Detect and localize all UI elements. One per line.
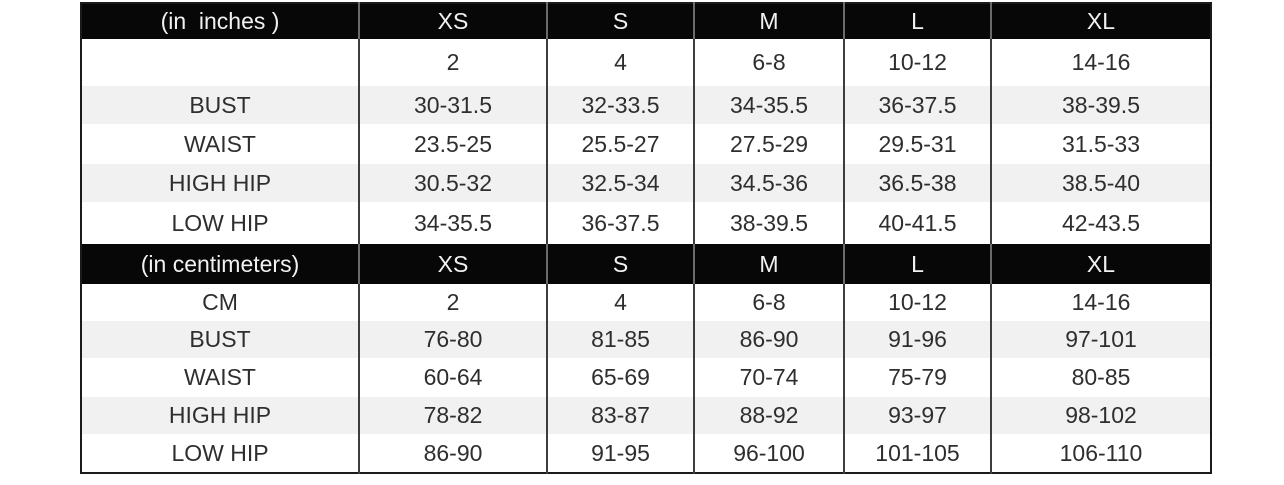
table-cell: 38-39.5 [990,86,1211,124]
size-header-l: L [843,3,991,39]
row-label [81,39,359,86]
size-header-m-cm: M [693,244,844,284]
table-cell: 78-82 [358,397,547,434]
table-cell: 36.5-38 [843,164,991,202]
row-label: WAIST [184,364,256,390]
table-cell: 42-43.5 [990,202,1211,244]
table-cell: 23.5-25 [358,124,547,164]
table-cell: 27.5-29 [693,124,844,164]
table-cell: 97-101 [990,321,1211,358]
table-cell: 36-37.5 [843,86,991,124]
table-row-bust-inches: BUST 30-31.5 32-33.5 34-35.5 36-37.5 38-… [81,86,1211,124]
row-label: LOW HIP [171,209,269,236]
table-cell: 80-85 [990,358,1211,397]
table-cell: 96-100 [693,434,844,473]
table-cell: 101-105 [843,434,991,473]
table-cell: 6-8 [693,284,844,321]
table-cell: 6-8 [693,39,844,86]
size-header-xl-cm: XL [990,244,1211,284]
table-cell: 81-85 [546,321,694,358]
table-cell: 14-16 [990,39,1211,86]
table-cell: 106-110 [990,434,1211,473]
row-label: HIGH HIP [81,164,359,202]
size-header-s-cm: S [546,244,694,284]
table-cell: 32-33.5 [546,86,694,124]
row-label: LOW HIP [171,439,269,466]
table-cell: 34-35.5 [358,202,547,244]
size-chart-container: (in inches ) XS S M L XL 2 4 6-8 10-12 1… [80,2,1212,474]
table-cell: 60-64 [358,358,547,397]
size-chart-table: (in inches ) XS S M L XL 2 4 6-8 10-12 1… [80,2,1212,474]
size-header-s: S [546,3,694,39]
table-cell: 32.5-34 [546,164,694,202]
size-header-xs: XS [358,3,547,39]
table-row-us-sizes-inches: 2 4 6-8 10-12 14-16 [81,39,1211,86]
table-cell: 86-90 [693,321,844,358]
table-row-high-hip-cm: HIGH HIP 78-82 83-87 88-92 93-97 98-102 [81,397,1211,434]
table-cell: 98-102 [990,397,1211,434]
table-cell: 86-90 [358,434,547,473]
table-cell: 2 [358,284,547,321]
table-cell: 25.5-27 [546,124,694,164]
table-cell: 4 [546,39,694,86]
size-header-xl: XL [990,3,1211,39]
table-cell: 88-92 [693,397,844,434]
table-cell: 14-16 [990,284,1211,321]
table-cell: 30-31.5 [358,86,547,124]
table-cell: 2 [358,39,547,86]
table-row-us-sizes-cm: CM 2 4 6-8 10-12 14-16 [81,284,1211,321]
table-row-high-hip-inches: HIGH HIP 30.5-32 32.5-34 34.5-36 36.5-38… [81,164,1211,202]
table-cell: 38-39.5 [693,202,844,244]
table-row-waist-inches: WAIST 23.5-25 25.5-27 27.5-29 29.5-31 31… [81,124,1211,164]
table-cell: 75-79 [843,358,991,397]
table-row-low-hip-cm: LOW HIP 86-90 91-95 96-100 101-105 106-1… [81,434,1211,473]
row-label: HIGH HIP [81,397,359,434]
size-header-l-cm: L [843,244,991,284]
unit-label-centimeters: (in centimeters) [81,244,359,284]
table-row-waist-cm: WAIST 60-64 65-69 70-74 75-79 80-85 [81,358,1211,397]
table-cell: 38.5-40 [990,164,1211,202]
table-cell: 4 [546,284,694,321]
centimeters-header-row: (in centimeters) XS S M L XL [81,244,1211,284]
table-cell: 36-37.5 [546,202,694,244]
table-cell: 30.5-32 [358,164,547,202]
table-cell: 93-97 [843,397,991,434]
size-header-m: M [693,3,844,39]
table-cell: 10-12 [843,284,991,321]
inches-header-row: (in inches ) XS S M L XL [81,3,1211,39]
table-cell: 91-96 [843,321,991,358]
table-cell: 65-69 [546,358,694,397]
table-cell: 91-95 [546,434,694,473]
table-cell: 10-12 [843,39,991,86]
row-label: WAIST [184,130,256,157]
table-cell: 34-35.5 [693,86,844,124]
table-cell: 40-41.5 [843,202,991,244]
unit-label-inches: (in inches ) [81,3,359,39]
table-cell: 83-87 [546,397,694,434]
size-header-xs-cm: XS [358,244,547,284]
table-cell: 31.5-33 [990,124,1211,164]
table-cell: 76-80 [358,321,547,358]
row-label: CM [202,289,238,315]
table-row-low-hip-inches: LOW HIP 34-35.5 36-37.5 38-39.5 40-41.5 … [81,202,1211,244]
row-label: BUST [81,321,359,358]
row-label: BUST [81,86,359,124]
table-cell: 34.5-36 [693,164,844,202]
table-row-bust-cm: BUST 76-80 81-85 86-90 91-96 97-101 [81,321,1211,358]
table-cell: 29.5-31 [843,124,991,164]
table-cell: 70-74 [693,358,844,397]
